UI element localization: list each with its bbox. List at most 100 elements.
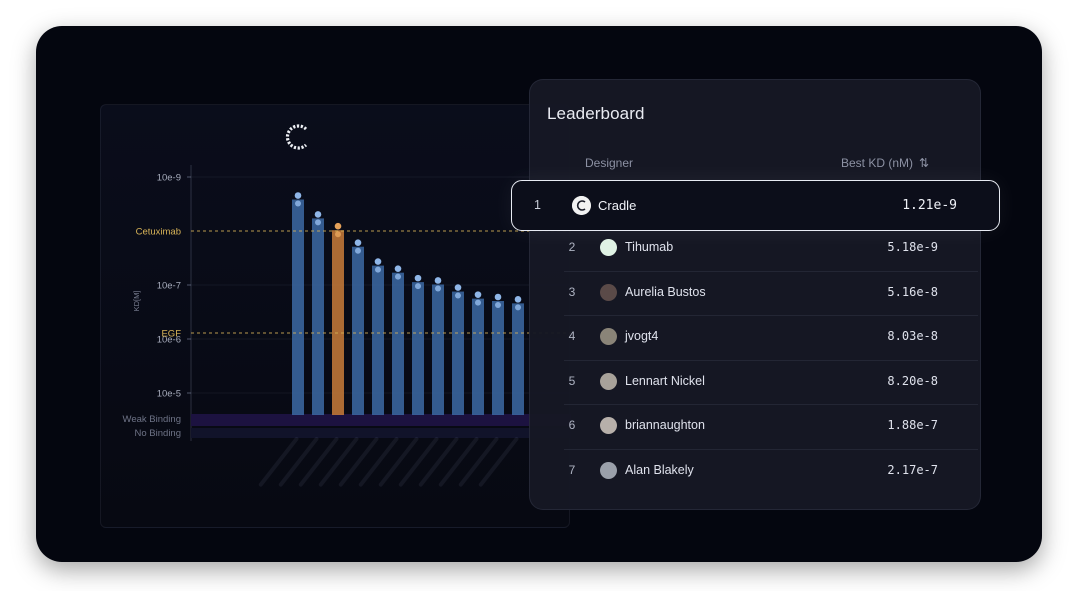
column-header-best-kd[interactable]: Best KD (nM) ⇅ — [841, 156, 929, 170]
bar-point — [315, 219, 321, 226]
bar-point — [354, 239, 362, 247]
row-designer-name: Alan Blakely — [625, 462, 694, 477]
bar-point — [375, 266, 381, 273]
leaderboard-row[interactable]: 2 Tihumab 5.18e-9 — [564, 227, 978, 271]
bar-point — [474, 291, 482, 298]
row-best-kd: 5.18e-9 — [887, 240, 938, 254]
row-designer-name: briannaughton — [625, 418, 705, 432]
bar-point — [314, 211, 322, 218]
row-divider — [564, 448, 978, 450]
y-tick-label: 10e-9 — [157, 173, 181, 184]
bar-point — [415, 283, 421, 290]
bar-point — [494, 293, 502, 301]
app-frame: 10e-9 10e-7 10e-6 10e-5 KD[M] Weak Binding No … — [36, 26, 1042, 562]
row-best-kd: 8.03e-8 — [887, 329, 938, 343]
row-designer-name: Aurelia Bustos — [625, 284, 706, 299]
bar — [512, 303, 524, 415]
bar — [392, 272, 404, 415]
band-label: No Binding — [135, 428, 181, 439]
bar — [492, 301, 504, 415]
y-tick-label: 10e-6 — [157, 335, 181, 346]
avatar — [600, 283, 617, 301]
x-tick-label-placeholder — [398, 436, 439, 487]
x-tick-label-placeholder — [278, 436, 319, 487]
bar — [292, 199, 304, 415]
bar-point — [514, 296, 522, 303]
bar — [352, 246, 364, 415]
bar — [472, 298, 484, 415]
chart-panel: 10e-9 10e-7 10e-6 10e-5 KD[M] Weak Binding No … — [100, 104, 571, 528]
x-tick-label-placeholder — [458, 436, 499, 487]
leaderboard-row[interactable]: 5 Lennart Nickel 8.20e-8 — [564, 361, 978, 405]
bar-point — [374, 258, 382, 265]
row-best-kd: 5.16e-8 — [887, 284, 938, 299]
bar — [372, 265, 384, 415]
row-rank: 5 — [568, 373, 576, 388]
x-tick-label-placeholder — [258, 436, 299, 487]
weak-binding-band — [191, 414, 571, 426]
y-axis-label: KD[M] — [132, 291, 141, 312]
row-divider — [564, 315, 978, 316]
row-rank: 2 — [568, 240, 576, 254]
kd-bar-chart: 10e-9 10e-7 10e-6 10e-5 KD[M] Weak Binding No … — [123, 165, 571, 487]
avatar — [600, 372, 617, 390]
column-header-designer: Designer — [585, 156, 634, 170]
row-designer-name: jvogt4 — [625, 329, 659, 343]
bar-point — [515, 304, 521, 311]
bar — [432, 284, 444, 415]
leaderboard-row[interactable]: 7 Alan Blakely 2.17e-7 — [564, 450, 978, 494]
bar-point — [414, 274, 422, 282]
x-tick-label-placeholder — [318, 436, 359, 487]
y-tick-label: 10e-7 — [157, 281, 181, 292]
band-label: Weak Binding — [123, 414, 181, 425]
leaderboard-row[interactable]: 4 jvogt4 8.03e-8 — [564, 316, 978, 360]
bar-point — [454, 284, 462, 291]
leaderboard-row[interactable]: 6 briannaughton 1.88e-7 — [564, 405, 978, 449]
cradle-logo-icon — [285, 124, 308, 150]
bar-point — [455, 292, 461, 299]
row-designer-name: Cradle — [598, 198, 637, 213]
x-tick-label-placeholder — [418, 436, 459, 487]
bar — [452, 291, 464, 415]
row-best-kd: 2.17e-7 — [887, 462, 938, 477]
bar-point — [394, 265, 402, 272]
reference-line-label: Cetuximab — [136, 227, 181, 238]
no-binding-band — [191, 428, 571, 438]
row-rank: 6 — [568, 418, 576, 432]
avatar — [600, 239, 617, 256]
x-tick-label-placeholder — [358, 436, 399, 487]
y-tick-label: 10e-5 — [157, 389, 181, 400]
leaderboard-panel: Leaderboard Designer Best KD (nM) ⇅ 2 Tihu… — [529, 79, 981, 510]
bar — [332, 230, 344, 415]
bar-point — [435, 285, 441, 292]
bar-point — [355, 247, 361, 254]
bar-point — [295, 200, 301, 207]
reference-line-label: EGF — [161, 329, 181, 340]
bar-point — [434, 277, 442, 284]
row-best-kd: 1.88e-7 — [887, 418, 938, 432]
x-tick-label-placeholder — [338, 436, 379, 487]
avatar — [600, 328, 617, 345]
row-best-kd: 8.20e-8 — [887, 373, 938, 388]
bar-point — [294, 192, 302, 199]
row-rank: 4 — [568, 329, 576, 343]
x-tick-label-placeholder — [478, 436, 519, 487]
best-kd-label: Best KD (nM) — [841, 156, 914, 170]
bar-point — [334, 222, 342, 230]
row-divider — [564, 270, 978, 272]
avatar — [600, 461, 617, 479]
leaderboard-row[interactable]: 3 Aurelia Bustos 5.16e-8 — [564, 272, 978, 316]
x-tick-label-placeholder — [438, 436, 479, 487]
x-tick-label-placeholder — [298, 436, 339, 487]
bar-point — [495, 302, 501, 308]
row-divider — [564, 359, 978, 361]
bar-point — [475, 299, 481, 306]
row-rank: 1 — [534, 198, 541, 212]
avatar — [600, 417, 617, 434]
leaderboard-title: Leaderboard — [547, 104, 645, 123]
leaderboard-row-highlighted[interactable]: 1 Cradle 1.21e-9 — [511, 180, 1000, 231]
row-best-kd: 1.21e-9 — [902, 198, 957, 213]
bar-point — [395, 273, 401, 280]
sort-icon[interactable]: ⇅ — [919, 156, 930, 170]
x-tick-label-placeholder — [378, 436, 419, 487]
